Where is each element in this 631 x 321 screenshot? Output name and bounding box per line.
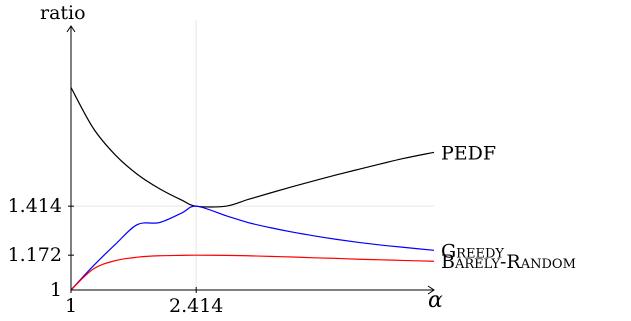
y-tick-label: 1.414 [8,195,62,217]
tick-layer: 1 2.414 1 1.172 1.414 [8,195,224,317]
x-axis-arrow [427,285,435,295]
y-axis-arrow [66,25,76,33]
y-axis-label: ratio [40,2,86,24]
series-label-greedy: Greedy [441,240,504,262]
series-line-pedf [70,87,435,208]
y-tick-label: 1 [50,279,62,301]
series-line-greedy [70,205,435,291]
x-axis-label: α [428,288,443,313]
x-tick-label: 1 [65,295,77,317]
series-line-barely-random [70,254,435,291]
x-tick-label: 2.414 [169,295,223,317]
series-layer [70,87,435,291]
grid-layer [71,20,434,290]
series-label-barely-random: Barely-Random [441,251,576,273]
series-label-pedf: PEDF [441,142,496,164]
y-tick-label: 1.172 [8,244,62,266]
axes-layer: ratio α [40,2,443,313]
